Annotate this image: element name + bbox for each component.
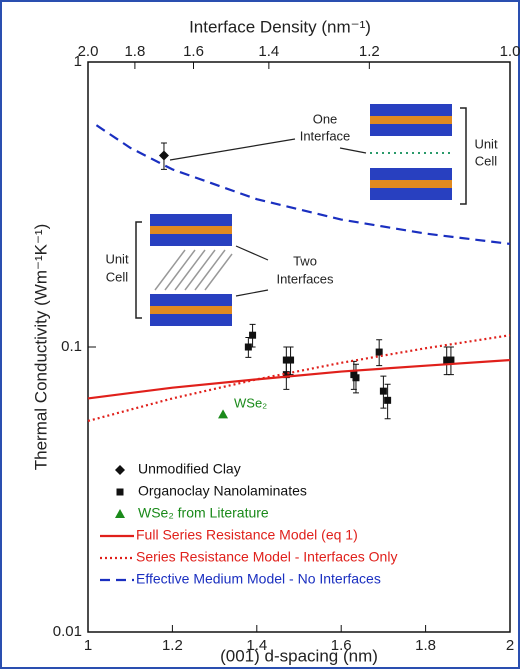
- legend-marker: [115, 465, 125, 475]
- line: [87, 334, 511, 423]
- x2-axis-label: Interface Density (nm⁻¹): [189, 17, 371, 36]
- legend-label: Effective Medium Model - No Interfaces: [136, 571, 381, 587]
- annotation: One: [313, 111, 338, 126]
- point: [282, 356, 290, 364]
- line: [95, 124, 511, 245]
- x2-tick-label: 1.8: [124, 43, 145, 60]
- y-tick-label: 1: [74, 53, 82, 70]
- point: [218, 409, 229, 419]
- annotation: WSe₂: [234, 395, 267, 410]
- y-tick-label: 0.01: [53, 623, 82, 640]
- annotation-arrows: [169, 138, 367, 161]
- point: [375, 348, 383, 356]
- point: [447, 356, 455, 364]
- point: [379, 387, 387, 395]
- legend-label: WSe₂ from Literature: [138, 505, 269, 521]
- annotation: Unit: [105, 251, 129, 266]
- x-tick-label: 1.8: [415, 637, 436, 654]
- illustration-right: [370, 104, 467, 205]
- point: [158, 150, 169, 161]
- y-tick-label: 0.1: [61, 338, 82, 355]
- annotation: Two: [293, 253, 317, 268]
- x-tick-label: 1: [84, 637, 92, 654]
- point: [249, 331, 257, 339]
- legend-label: Series Resistance Model - Interfaces Onl…: [136, 549, 397, 565]
- illustration-left: [135, 214, 269, 326]
- point: [244, 343, 252, 351]
- x-tick-label: 1.6: [331, 637, 352, 654]
- x-tick-label: 1.4: [246, 637, 267, 654]
- x-tick-label: 1.2: [162, 637, 183, 654]
- x2-tick-label: 1.4: [258, 43, 279, 60]
- line: [87, 358, 511, 400]
- y-axis-label: Thermal Conductivity (Wm⁻¹K⁻¹): [31, 224, 50, 471]
- point: [287, 356, 295, 364]
- point: [443, 356, 451, 364]
- point: [384, 396, 392, 404]
- annotation: Interface: [300, 128, 351, 143]
- annotation: Cell: [106, 269, 129, 284]
- legend-label: Organoclay Nanolaminates: [138, 483, 307, 499]
- x2-tick-label: 1.0: [500, 43, 520, 60]
- legend-label: Unmodified Clay: [138, 461, 241, 477]
- x-tick-label: 2: [506, 637, 514, 654]
- annotation: Cell: [475, 153, 498, 168]
- x-axis-label: (001) d-spacing (nm): [220, 646, 378, 665]
- legend-label: Full Series Resistance Model (eq 1): [136, 527, 358, 543]
- annotation: Interfaces: [276, 271, 334, 286]
- annotation: Unit: [474, 136, 498, 151]
- x2-tick-label: 1.6: [183, 43, 204, 60]
- x2-tick-label: 2.0: [78, 43, 99, 60]
- legend-marker: [116, 488, 124, 496]
- legend-marker: [115, 509, 125, 518]
- x2-tick-label: 1.2: [359, 43, 380, 60]
- point: [352, 374, 360, 382]
